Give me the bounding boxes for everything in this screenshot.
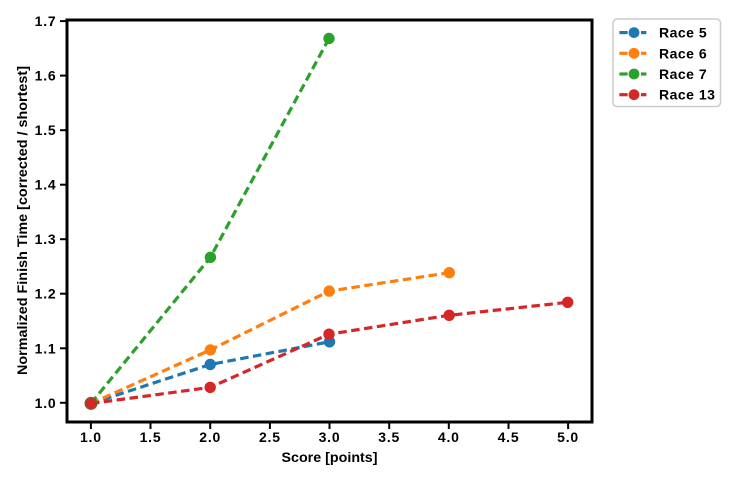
- svg-text:1.6: 1.6: [35, 68, 57, 84]
- svg-text:3.5: 3.5: [378, 429, 400, 445]
- svg-text:2.5: 2.5: [259, 429, 281, 445]
- svg-text:1.2: 1.2: [35, 286, 57, 302]
- svg-text:Score [points]: Score [points]: [282, 449, 378, 465]
- svg-text:3.0: 3.0: [319, 429, 341, 445]
- svg-text:Race 6: Race 6: [659, 45, 707, 61]
- svg-text:1.7: 1.7: [35, 13, 57, 29]
- svg-text:5.0: 5.0: [557, 429, 579, 445]
- svg-text:1.5: 1.5: [35, 122, 57, 138]
- svg-text:Race 13: Race 13: [659, 87, 715, 103]
- svg-text:1.1: 1.1: [35, 340, 57, 356]
- svg-text:4.5: 4.5: [498, 429, 520, 445]
- svg-text:1.0: 1.0: [80, 429, 102, 445]
- svg-text:Race 7: Race 7: [659, 66, 707, 82]
- svg-text:4.0: 4.0: [438, 429, 460, 445]
- svg-text:2.0: 2.0: [199, 429, 221, 445]
- svg-text:Race 5: Race 5: [659, 25, 707, 41]
- svg-text:1.3: 1.3: [35, 231, 57, 247]
- svg-text:1.0: 1.0: [35, 395, 57, 411]
- svg-text:Normalized Finish Time [correc: Normalized Finish Time [corrected / shor…: [14, 66, 30, 375]
- svg-text:1.5: 1.5: [140, 429, 162, 445]
- svg-text:1.4: 1.4: [35, 177, 57, 193]
